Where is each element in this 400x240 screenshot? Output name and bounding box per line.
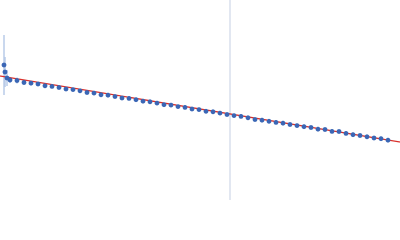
data-point: [28, 80, 34, 86]
data-point: [252, 117, 258, 122]
data-point: [70, 87, 76, 92]
data-point: [371, 135, 377, 141]
data-point: [224, 112, 230, 117]
data-point: [63, 86, 69, 92]
data-point: [336, 129, 342, 134]
data-point: [35, 81, 41, 87]
data-point: [266, 118, 272, 124]
data-point: [245, 115, 251, 121]
data-point: [273, 120, 279, 125]
data-point: [140, 98, 146, 104]
data-point: [329, 129, 335, 134]
data-point: [147, 99, 153, 105]
data-point: [168, 102, 174, 108]
data-point: [231, 113, 237, 118]
data-point: [175, 104, 181, 109]
data-point: [385, 137, 391, 143]
data-point: [1, 62, 7, 68]
data-point: [42, 83, 48, 89]
data-point: [378, 136, 384, 142]
data-point: [112, 94, 118, 99]
data-point: [294, 123, 300, 128]
data-point: [280, 120, 286, 126]
page: (() => { const data = JSON.parse(documen…: [0, 0, 400, 200]
data-point: [217, 110, 223, 116]
data-point: [98, 92, 104, 98]
data-point: [77, 88, 83, 94]
data-point: [189, 106, 195, 112]
data-point: [301, 124, 307, 130]
data-point: [133, 97, 139, 103]
data-point: [182, 105, 188, 110]
data-point: [119, 95, 125, 101]
data-point: [105, 92, 111, 98]
data-point: [203, 108, 209, 114]
data-point: [210, 109, 216, 115]
data-point: [364, 134, 370, 140]
chart: [0, 0, 400, 200]
data-point: [49, 84, 55, 89]
data-point: [14, 78, 20, 83]
data-point: [238, 114, 244, 119]
data-point: [308, 125, 314, 130]
data-point: [7, 77, 13, 83]
data-point: [154, 100, 160, 106]
data-point: [2, 69, 8, 75]
data-point: [84, 90, 90, 95]
data-point: [161, 102, 167, 108]
data-point: [343, 131, 349, 136]
data-point: [126, 96, 132, 101]
data-point: [91, 90, 97, 96]
data-point: [315, 126, 321, 132]
data-point: [259, 117, 265, 123]
data-point: [350, 132, 356, 138]
data-point: [56, 85, 62, 90]
data-point: [322, 127, 328, 132]
data-point: [357, 133, 363, 138]
data-point: [287, 122, 293, 127]
data-point: [21, 80, 27, 85]
data-point: [196, 107, 202, 112]
